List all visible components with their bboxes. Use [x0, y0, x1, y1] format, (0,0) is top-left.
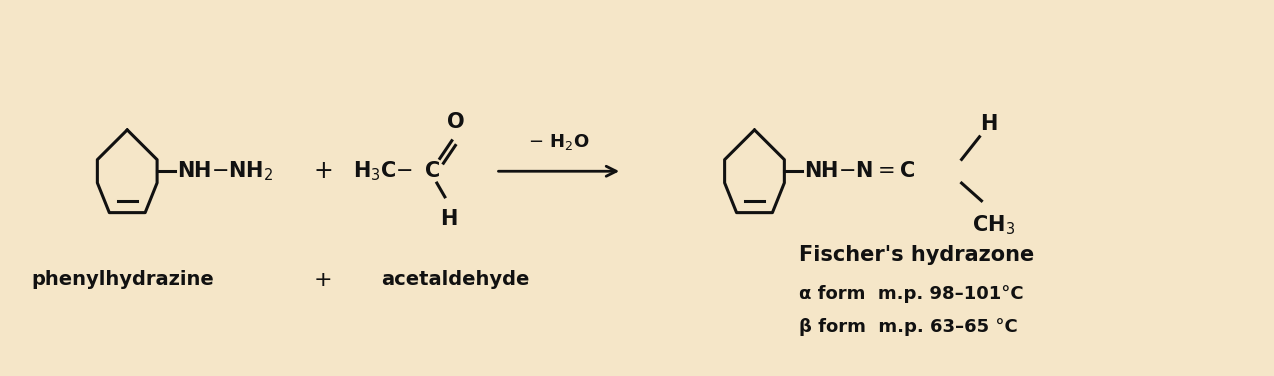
Text: O: O	[447, 112, 465, 132]
Text: NH$-$NH$_2$: NH$-$NH$_2$	[177, 159, 274, 183]
Text: β form  m.p. 63–65 °C: β form m.p. 63–65 °C	[799, 318, 1018, 336]
Text: +: +	[313, 159, 334, 183]
Text: C: C	[426, 161, 441, 181]
Text: H$_3$C$-$: H$_3$C$-$	[353, 159, 413, 183]
Text: Fischer's hydrazone: Fischer's hydrazone	[799, 245, 1034, 265]
Text: $-$ H$_2$O: $-$ H$_2$O	[529, 132, 590, 152]
Text: acetaldehyde: acetaldehyde	[382, 270, 530, 289]
Text: H: H	[440, 209, 457, 229]
Text: NH$-$N$=$C: NH$-$N$=$C	[804, 161, 915, 181]
Text: α form  m.p. 98–101°C: α form m.p. 98–101°C	[799, 285, 1024, 303]
Text: CH$_3$: CH$_3$	[972, 214, 1015, 237]
Text: phenylhydrazine: phenylhydrazine	[31, 270, 214, 289]
Text: +: +	[315, 270, 333, 290]
Text: H: H	[980, 114, 998, 134]
